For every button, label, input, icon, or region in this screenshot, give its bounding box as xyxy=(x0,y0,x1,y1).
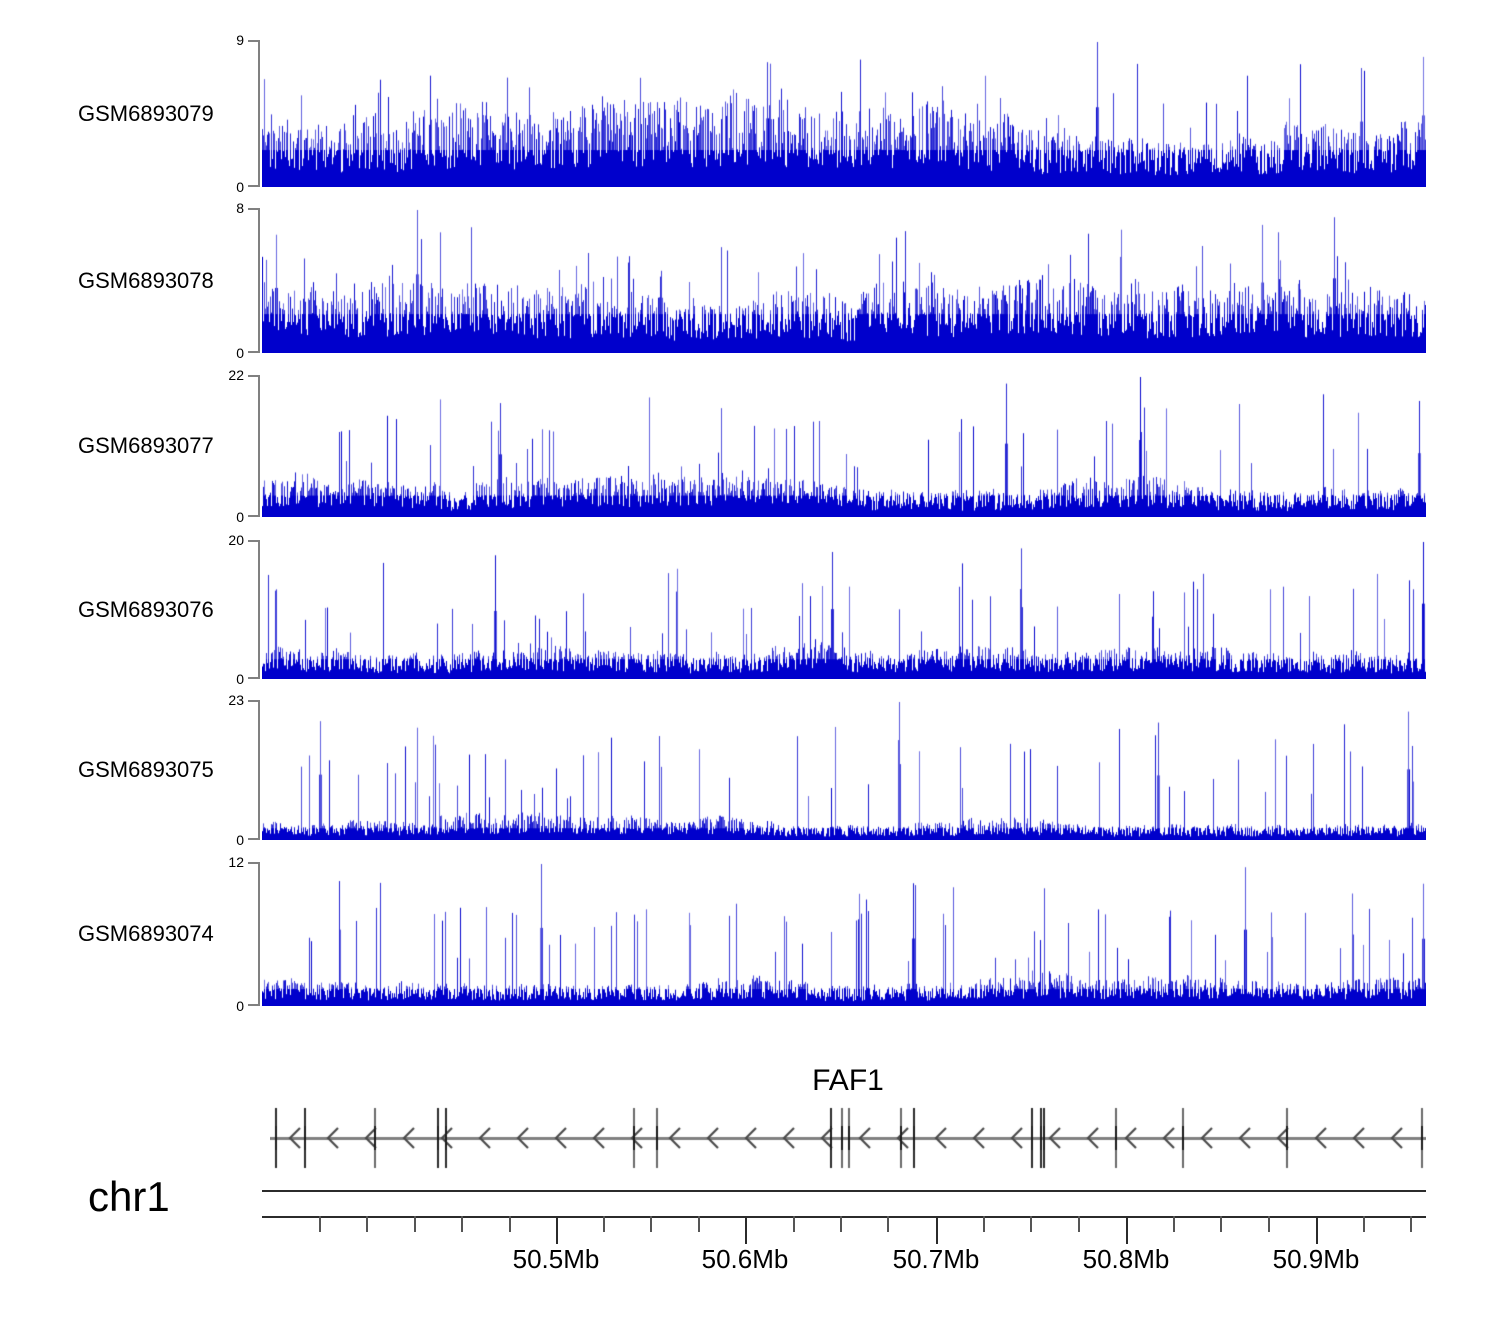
y-axis: 20 0 xyxy=(228,533,260,686)
ruler-minor-tick xyxy=(1410,1216,1412,1232)
ruler-minor-tick xyxy=(698,1216,700,1232)
ruler-tick-label: 50.7Mb xyxy=(892,1244,980,1274)
y-axis-max-label: 20 xyxy=(228,532,244,548)
coverage-signal xyxy=(262,208,1426,353)
y-axis-spine xyxy=(258,540,260,679)
y-axis: 22 0 xyxy=(228,368,260,524)
track-label: GSM6893077 xyxy=(78,433,214,458)
chromosome-label: chr1 xyxy=(88,1173,170,1220)
y-axis-max-label: 12 xyxy=(228,854,244,870)
ruler-tick-label: 50.9Mb xyxy=(1272,1244,1360,1274)
ruler-major-tick xyxy=(745,1216,747,1244)
ruler-minor-tick xyxy=(650,1216,652,1232)
track-label: GSM6893078 xyxy=(78,267,214,293)
ruler-minor-tick xyxy=(793,1216,795,1232)
coverage-track-gsm6893079[interactable]: GSM6893079 9 0 xyxy=(0,33,1500,194)
ruler-minor-tick xyxy=(887,1216,889,1232)
y-axis-max-label: 8 xyxy=(236,200,244,216)
y-axis-tick-bot xyxy=(248,838,260,840)
y-axis-min-label: 0 xyxy=(236,179,244,195)
y-axis-min-label: 0 xyxy=(236,671,244,687)
ruler-major-tick xyxy=(936,1216,938,1244)
ruler-major-tick xyxy=(556,1216,558,1244)
ruler-minor-tick xyxy=(414,1216,416,1232)
coverage-plot-area[interactable] xyxy=(262,862,1426,1006)
y-axis-tick-top xyxy=(248,700,260,702)
y-axis-min-label: 0 xyxy=(236,998,244,1014)
ruler-minor-tick xyxy=(366,1216,368,1232)
track-label: GSM6893079 xyxy=(78,100,214,126)
y-axis-tick-bot xyxy=(248,351,260,353)
coverage-track-gsm6893074[interactable]: GSM6893074 12 0 xyxy=(0,855,1500,1013)
track-label: GSM6893075 xyxy=(78,757,214,782)
ruler-minor-tick xyxy=(1173,1216,1175,1232)
ruler-minor-tick xyxy=(840,1216,842,1232)
y-axis-spine xyxy=(258,40,260,187)
ruler-major-tick xyxy=(1126,1216,1128,1244)
ruler-baseline xyxy=(262,1216,1426,1218)
y-axis-min-label: 0 xyxy=(236,509,244,525)
genome-coordinate-ruler[interactable]: 50.5Mb 50.6Mb 50.7Mb 50.8Mb 50.9Mb xyxy=(262,1190,1426,1300)
y-axis-spine xyxy=(258,700,260,840)
track-label: GSM6893076 xyxy=(78,596,214,622)
ruler-minor-tick xyxy=(461,1216,463,1232)
coverage-plot-area[interactable] xyxy=(262,40,1426,187)
ruler-top-line xyxy=(262,1190,1426,1192)
y-axis-max-label: 23 xyxy=(228,692,244,708)
y-axis-tick-top xyxy=(248,862,260,864)
gene-name-label: FAF1 xyxy=(812,1064,884,1097)
ruler-minor-tick xyxy=(1030,1216,1032,1232)
ruler-minor-tick xyxy=(509,1216,511,1232)
coverage-track-gsm6893075[interactable]: GSM6893075 23 0 xyxy=(0,693,1500,847)
coverage-signal xyxy=(262,40,1426,187)
y-axis-tick-bot xyxy=(248,185,260,187)
y-axis-max-label: 9 xyxy=(236,32,244,48)
y-axis-spine xyxy=(258,375,260,517)
ruler-minor-tick xyxy=(1363,1216,1365,1232)
coverage-signal xyxy=(262,375,1426,517)
gene-model-track[interactable] xyxy=(270,1100,1426,1176)
ruler-minor-tick xyxy=(1078,1216,1080,1232)
coverage-signal xyxy=(262,540,1426,679)
coverage-plot-area[interactable] xyxy=(262,208,1426,353)
coverage-plot-area[interactable] xyxy=(262,375,1426,517)
y-axis-max-label: 22 xyxy=(228,367,244,383)
track-label: GSM6893074 xyxy=(78,921,214,946)
ruler-major-tick xyxy=(1316,1216,1318,1244)
y-axis-tick-top xyxy=(248,375,260,377)
y-axis-spine xyxy=(258,862,260,1006)
ruler-tick-label: 50.8Mb xyxy=(1082,1244,1170,1274)
ruler-minor-tick xyxy=(983,1216,985,1232)
coverage-signal xyxy=(262,862,1426,1006)
ruler-tick-label: 50.6Mb xyxy=(701,1244,789,1274)
coverage-signal xyxy=(262,700,1426,840)
ruler-tick-label: 50.5Mb xyxy=(512,1244,600,1274)
y-axis-min-label: 0 xyxy=(236,345,244,361)
ruler-minor-tick xyxy=(603,1216,605,1232)
ruler-minor-tick xyxy=(319,1216,321,1232)
y-axis: 23 0 xyxy=(228,693,260,847)
y-axis-tick-top xyxy=(248,540,260,542)
coverage-track-gsm6893076[interactable]: GSM6893076 20 0 xyxy=(0,533,1500,686)
y-axis-spine xyxy=(258,208,260,353)
coverage-track-gsm6893077[interactable]: GSM6893077 22 0 xyxy=(0,368,1500,524)
y-axis-min-label: 0 xyxy=(236,832,244,848)
y-axis-tick-bot xyxy=(248,1004,260,1006)
ruler-minor-tick xyxy=(1220,1216,1222,1232)
coverage-plot-area[interactable] xyxy=(262,540,1426,679)
coverage-track-gsm6893078[interactable]: GSM6893078 8 0 xyxy=(0,201,1500,360)
y-axis-tick-top xyxy=(248,208,260,210)
ruler-minor-tick xyxy=(1268,1216,1270,1232)
y-axis-tick-bot xyxy=(248,677,260,679)
y-axis-tick-top xyxy=(248,40,260,42)
y-axis-tick-bot xyxy=(248,515,260,517)
coverage-plot-area[interactable] xyxy=(262,700,1426,840)
y-axis: 12 0 xyxy=(228,855,260,1013)
